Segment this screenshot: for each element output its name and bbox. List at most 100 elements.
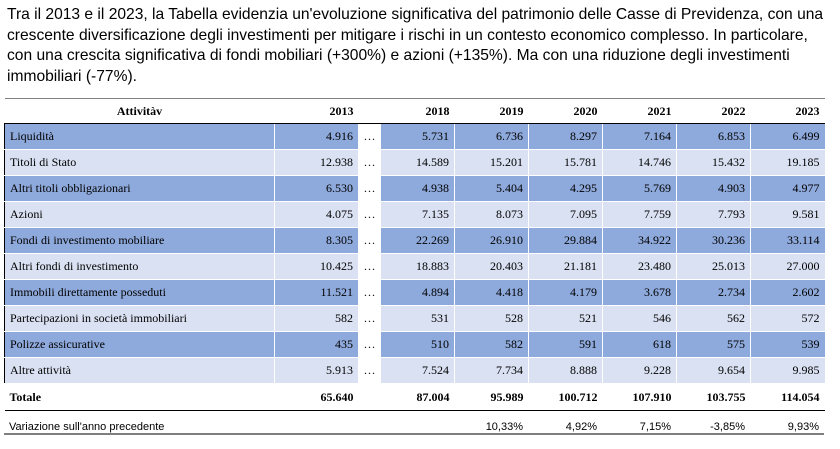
cell-value: 4.977 xyxy=(750,175,825,202)
cell-value: 7.793 xyxy=(676,201,751,228)
cell-value: 8.305 xyxy=(274,227,359,254)
table-row: Liquidità 4.916… 5.731 6.736 8.297 7.164 6.853… xyxy=(4,123,825,150)
total-value: 65.640 xyxy=(274,383,359,411)
total-gap xyxy=(358,383,381,411)
ellipsis-cell: … xyxy=(358,253,381,280)
variation-value: 10,33% xyxy=(485,421,523,433)
cell-value: 7.164 xyxy=(602,123,677,150)
row-label: Titoli di Stato xyxy=(4,149,275,176)
ellipsis-cell: … xyxy=(358,279,381,306)
cell-value: 23.480 xyxy=(602,253,677,280)
total-value: 114.054 xyxy=(750,383,825,411)
row-label: Liquidità xyxy=(4,123,275,150)
ellipsis-cell: … xyxy=(358,331,381,358)
total-value: 103.755 xyxy=(676,383,751,411)
cell-value: 7.135 xyxy=(380,201,455,228)
cell-value: 6.499 xyxy=(750,123,825,150)
cell-value: 7.759 xyxy=(602,201,677,228)
row-label: Polizze assicurative xyxy=(4,331,275,358)
ellipsis-cell: … xyxy=(358,227,381,254)
cell-value: 575 xyxy=(676,331,751,358)
table-row: Altre attività 5.913… 7.524 7.734 8.888 9.228… xyxy=(4,357,825,384)
cell-value: 4.295 xyxy=(528,175,603,202)
header-year: 2020 xyxy=(528,98,603,124)
total-value: 100.712 xyxy=(528,383,603,411)
row-label: Altre attività xyxy=(4,357,275,384)
cell-value: 26.910 xyxy=(454,227,529,254)
total-value: 107.910 xyxy=(602,383,677,411)
row-label: Partecipazioni in società immobiliari xyxy=(4,305,275,332)
cell-value: 4.075 xyxy=(274,201,359,228)
cell-value: 30.236 xyxy=(676,227,751,254)
cell-value: 8.888 xyxy=(528,357,603,384)
cell-value: 4.179 xyxy=(528,279,603,306)
cell-value: 7.524 xyxy=(380,357,455,384)
cell-value: 8.073 xyxy=(454,201,529,228)
cell-value: 3.678 xyxy=(602,279,677,306)
cell-value: 29.884 xyxy=(528,227,603,254)
cell-value: 12.938 xyxy=(274,149,359,176)
total-label: Totale xyxy=(4,383,275,411)
cell-value: 22.269 xyxy=(380,227,455,254)
cell-value: 25.013 xyxy=(676,253,751,280)
ellipsis-cell: … xyxy=(358,175,381,202)
ellipsis-cell: … xyxy=(358,149,381,176)
table-row: Titoli di Stato 12.938… 14.589 15.201 15.781… xyxy=(4,149,825,176)
cell-value: 6.530 xyxy=(274,175,359,202)
header-label: Attivitàv xyxy=(4,98,275,124)
cell-value: 9.581 xyxy=(750,201,825,228)
cell-value: 20.403 xyxy=(454,253,529,280)
variation-value: 9,93% xyxy=(787,421,819,433)
row-label: Fondi di investimento mobiliare xyxy=(4,227,275,254)
variation-table: Variazione sull'anno precedente 10,33% 4… xyxy=(4,421,824,433)
cell-value: 15.432 xyxy=(676,149,751,176)
table-row: Immobili direttamente posseduti 11.521… 4.… xyxy=(4,279,825,306)
header-year: 2023 xyxy=(750,98,825,124)
cell-value: 5.731 xyxy=(380,123,455,150)
table-row: Polizze assicurative 435… 510 582 591 618 575 5… xyxy=(4,331,825,358)
row-label: Immobili direttamente posseduti xyxy=(4,279,275,306)
total-row: Totale 65.640 87.004 95.989 100.712 107.910 10… xyxy=(4,383,825,411)
table-header-row: Attivitàv 2013 2018 2019 2020 2021 2022 … xyxy=(4,98,825,124)
cell-value: 4.938 xyxy=(380,175,455,202)
cell-value: 4.903 xyxy=(676,175,751,202)
cell-value: 10.425 xyxy=(274,253,359,280)
cell-value: 562 xyxy=(676,305,751,332)
cell-value: 435 xyxy=(274,331,359,358)
total-value: 87.004 xyxy=(380,383,455,411)
variation-label: Variazione sull'anno precedente xyxy=(9,421,165,433)
row-label: Azioni xyxy=(4,201,275,228)
cell-value: 572 xyxy=(750,305,825,332)
ellipsis-cell: … xyxy=(358,201,381,228)
cell-value: 531 xyxy=(380,305,455,332)
cell-value: 582 xyxy=(274,305,359,332)
cell-value: 9.985 xyxy=(750,357,825,384)
header-year: 2013 xyxy=(274,98,359,124)
variation-underline xyxy=(4,433,824,435)
cell-value: 5.913 xyxy=(274,357,359,384)
table-row: Altri titoli obbligazionari 6.530… 4.938 5.… xyxy=(4,175,825,202)
cell-value: 582 xyxy=(454,331,529,358)
cell-value: 2.602 xyxy=(750,279,825,306)
table-row: Azioni 4.075… 7.135 8.073 7.095 7.759 7.793 9.5… xyxy=(4,201,825,228)
variation-row: Variazione sull'anno precedente 10,33% 4… xyxy=(4,421,824,433)
cell-value: 6.736 xyxy=(454,123,529,150)
intro-paragraph: Tra il 2013 e il 2023, la Tabella eviden… xyxy=(7,6,824,85)
variation-value: 7,15% xyxy=(639,421,671,433)
cell-value: 618 xyxy=(602,331,677,358)
cell-value: 546 xyxy=(602,305,677,332)
cell-value: 4.894 xyxy=(380,279,455,306)
cell-value: 6.853 xyxy=(676,123,751,150)
cell-value: 9.654 xyxy=(676,357,751,384)
header-year: 2021 xyxy=(602,98,677,124)
cell-value: 33.114 xyxy=(750,227,825,254)
table-row: Partecipazioni in società immobiliari 582… xyxy=(4,305,825,332)
cell-value: 14.589 xyxy=(380,149,455,176)
table-row: Fondi di investimento mobiliare 8.305… 22.… xyxy=(4,227,825,254)
variation-value: -3,85% xyxy=(710,421,745,433)
header-year: 2019 xyxy=(454,98,529,124)
cell-value: 15.201 xyxy=(454,149,529,176)
table-row: Altri fondi di investimento 10.425… 18.883… xyxy=(4,253,825,280)
cell-value: 510 xyxy=(380,331,455,358)
cell-value: 2.734 xyxy=(676,279,751,306)
